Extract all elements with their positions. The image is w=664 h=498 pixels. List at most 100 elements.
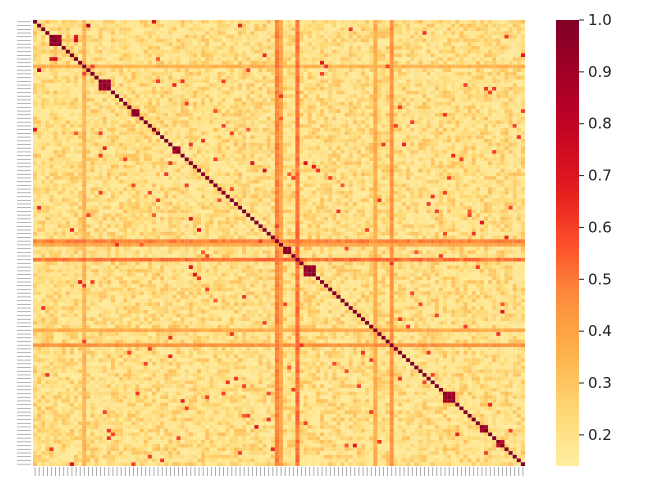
heatmap-cell — [484, 20, 489, 24]
heatmap-cell — [250, 150, 255, 154]
heatmap-cell — [229, 124, 234, 128]
heatmap-cell — [115, 83, 120, 87]
heatmap-cell — [266, 172, 271, 177]
heatmap-cell — [201, 101, 206, 106]
heatmap-cell — [110, 60, 116, 65]
heatmap-cell — [508, 164, 513, 169]
heatmap-cell — [110, 138, 116, 143]
heatmap-cell — [430, 86, 435, 91]
heatmap-cell — [98, 172, 103, 177]
heatmap-cell — [197, 131, 202, 136]
heatmap-cell — [406, 34, 411, 39]
heatmap-cell — [369, 157, 374, 162]
heatmap-cell — [508, 157, 513, 162]
heatmap-cell — [426, 64, 431, 69]
heatmap-cell — [266, 150, 271, 154]
heatmap-cell — [205, 131, 210, 136]
heatmap-cell — [287, 34, 292, 39]
heatmap-cell — [45, 135, 50, 139]
heatmap-cell — [61, 79, 66, 84]
heatmap-cell — [250, 112, 255, 117]
heatmap-cell — [217, 38, 222, 43]
heatmap-cell — [115, 49, 120, 54]
heatmap-cell — [422, 79, 427, 84]
heatmap-cell — [37, 53, 42, 58]
heatmap-cell — [135, 31, 140, 35]
heatmap-cell — [422, 60, 427, 65]
heatmap-cell — [242, 75, 247, 80]
heatmap-cell — [131, 105, 136, 110]
heatmap-cell — [397, 120, 403, 125]
heatmap-cell — [455, 120, 460, 125]
heatmap-cell — [402, 109, 407, 113]
heatmap-cell — [229, 38, 234, 43]
heatmap-cell — [184, 83, 189, 87]
heatmap-cell — [115, 105, 120, 110]
heatmap-cell — [74, 142, 79, 147]
heatmap-cell — [443, 57, 448, 61]
heatmap-cell — [221, 75, 226, 80]
heatmap-cell — [106, 101, 111, 106]
heatmap-cell — [426, 131, 431, 136]
heatmap-cell — [238, 153, 243, 158]
heatmap-cell — [340, 172, 345, 177]
heatmap-cell — [94, 23, 99, 28]
heatmap-cell — [434, 42, 439, 47]
heatmap-cell — [53, 83, 58, 87]
heatmap-cell — [74, 131, 79, 136]
heatmap-cell — [41, 164, 46, 169]
heatmap-cell — [393, 124, 398, 128]
heatmap-cell — [123, 172, 128, 177]
heatmap-cell — [151, 124, 157, 128]
heatmap-cell — [463, 150, 468, 154]
heatmap-cell — [287, 127, 292, 132]
heatmap-cell — [238, 79, 243, 84]
heatmap-cell — [270, 124, 275, 128]
heatmap-cell — [184, 124, 189, 128]
heatmap-cell — [418, 164, 423, 169]
heatmap-cell — [283, 75, 288, 80]
heatmap-cell — [33, 138, 38, 143]
heatmap-cell — [160, 57, 165, 61]
heatmap-cell — [69, 86, 75, 91]
heatmap-cell — [119, 42, 124, 47]
heatmap-cell — [41, 60, 46, 65]
heatmap-cell — [262, 46, 267, 50]
heatmap-cell — [65, 68, 70, 73]
heatmap-cell — [348, 150, 353, 154]
heatmap-cell — [508, 112, 513, 117]
heatmap-cell — [192, 146, 198, 151]
heatmap-cell — [340, 138, 345, 143]
heatmap-cell — [287, 157, 292, 162]
heatmap-cell — [340, 64, 345, 69]
heatmap-cell — [274, 157, 280, 162]
heatmap-cell — [291, 23, 296, 28]
heatmap-cell — [365, 75, 370, 80]
heatmap-cell — [426, 79, 431, 84]
heatmap-cell — [508, 42, 513, 47]
heatmap-cell — [438, 94, 444, 99]
heatmap-cell — [106, 90, 111, 95]
heatmap-cell — [205, 60, 210, 65]
heatmap-cell — [139, 72, 144, 76]
heatmap-cell — [471, 135, 476, 139]
heatmap-cell — [443, 31, 448, 35]
heatmap-cell — [184, 86, 189, 91]
heatmap-cell — [106, 72, 111, 76]
heatmap-cell — [225, 94, 230, 99]
heatmap-cell — [295, 23, 300, 28]
heatmap-cell — [65, 57, 70, 61]
heatmap-cell — [250, 124, 255, 128]
heatmap-cell — [172, 20, 177, 24]
heatmap-cell — [233, 168, 239, 173]
heatmap-cell — [233, 31, 239, 35]
heatmap-cell — [471, 157, 476, 162]
heatmap-cell — [160, 124, 165, 128]
heatmap-cell — [143, 157, 148, 162]
heatmap-cell — [65, 31, 70, 35]
heatmap-cell — [78, 86, 83, 91]
heatmap-cell — [213, 42, 218, 47]
heatmap-cell — [393, 60, 398, 65]
heatmap-cell — [287, 79, 292, 84]
heatmap-cell — [361, 135, 366, 139]
